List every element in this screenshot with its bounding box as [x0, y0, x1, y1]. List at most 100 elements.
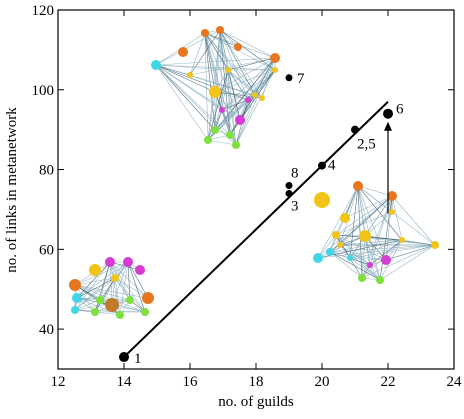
- network-node: [211, 126, 219, 134]
- network-node: [259, 95, 265, 101]
- network-edge: [357, 185, 363, 279]
- network-edge: [74, 299, 101, 311]
- x-tick-label: 18: [249, 374, 264, 390]
- network-node: [201, 29, 209, 37]
- point-label: 3: [291, 198, 299, 214]
- network-node: [126, 296, 134, 304]
- network-edge: [155, 64, 229, 71]
- y-axis-label: no. of links in metanetwork: [4, 107, 20, 273]
- network-node: [105, 257, 115, 267]
- network-edge: [349, 257, 387, 261]
- point: [351, 125, 359, 134]
- network-node: [89, 264, 101, 276]
- network-node: [123, 257, 133, 267]
- network-node: [235, 115, 245, 125]
- point-label: 8: [291, 166, 299, 182]
- network-edge: [357, 185, 403, 241]
- network-node: [116, 311, 124, 319]
- network-node: [151, 60, 161, 70]
- network-edge: [221, 109, 237, 146]
- network-edge: [339, 244, 371, 266]
- network-edge: [227, 57, 276, 71]
- network-edge: [74, 261, 111, 311]
- network-edge: [94, 261, 111, 313]
- network-edge: [94, 311, 121, 316]
- network-edge: [379, 244, 436, 281]
- network-edge: [364, 211, 393, 237]
- network-edge: [155, 64, 231, 136]
- network-edge: [207, 139, 237, 146]
- point: [285, 189, 293, 197]
- network-node: [326, 248, 334, 256]
- network-edge: [361, 244, 436, 279]
- network-edge: [204, 32, 223, 111]
- network-edge: [349, 257, 371, 266]
- network-node: [252, 92, 258, 98]
- network-edge: [219, 29, 239, 48]
- network-edge: [204, 32, 276, 71]
- network-edge: [155, 64, 256, 96]
- network-node: [270, 53, 280, 63]
- network-edge: [155, 64, 241, 121]
- network-node: [367, 262, 373, 268]
- x-tick-label: 22: [381, 374, 396, 390]
- network-edge: [219, 29, 263, 99]
- network-node: [226, 131, 234, 139]
- network-edge: [335, 234, 371, 266]
- network-edge: [114, 277, 121, 316]
- network-edge: [219, 29, 256, 96]
- point: [285, 74, 293, 82]
- network-insets: [69, 26, 439, 319]
- network-node: [204, 136, 212, 144]
- network-edge: [155, 64, 209, 141]
- network-node: [209, 86, 221, 98]
- network-node: [234, 43, 242, 51]
- x-tick-label: 20: [315, 374, 330, 390]
- network-edge: [254, 69, 276, 96]
- network-edge: [214, 99, 249, 131]
- network-edge: [219, 29, 276, 59]
- network-edge: [76, 261, 111, 299]
- network-node: [337, 242, 343, 248]
- network-edge: [207, 29, 221, 141]
- network-edge: [204, 32, 256, 96]
- x-tick-label: 16: [183, 374, 199, 390]
- network-edge: [76, 277, 116, 299]
- network-edge: [74, 261, 129, 311]
- network-edge: [189, 32, 206, 76]
- x-axis-label: no. of guilds: [218, 394, 294, 410]
- fit-line: [123, 101, 389, 358]
- network-node: [381, 255, 391, 265]
- network-edge: [235, 94, 256, 146]
- network-edge: [349, 257, 381, 281]
- network-node: [399, 237, 405, 243]
- network-edge: [74, 277, 116, 311]
- network-edge: [329, 239, 403, 253]
- network-edge: [227, 69, 231, 136]
- network-node: [359, 230, 371, 242]
- y-tick-label: 100: [32, 83, 55, 99]
- network-node: [91, 308, 99, 316]
- network-edge: [339, 244, 381, 281]
- network-edge: [344, 195, 393, 219]
- network-edge: [335, 234, 381, 281]
- network-edge: [235, 69, 276, 146]
- network-edge: [227, 69, 249, 101]
- network-edge: [219, 29, 249, 101]
- network-edge: [207, 69, 276, 141]
- point: [119, 352, 129, 363]
- network-node: [142, 292, 154, 304]
- network-node: [178, 47, 188, 57]
- y-tick-label: 80: [39, 163, 54, 179]
- network-node: [332, 231, 340, 239]
- network-edge: [329, 251, 363, 279]
- network-edge: [329, 251, 387, 261]
- network-node: [389, 209, 395, 215]
- network-edge: [349, 244, 436, 259]
- network-edge: [207, 109, 223, 141]
- network-edge: [221, 57, 276, 111]
- network-node: [141, 308, 149, 316]
- network-edge: [114, 277, 146, 313]
- network-edge: [385, 195, 393, 261]
